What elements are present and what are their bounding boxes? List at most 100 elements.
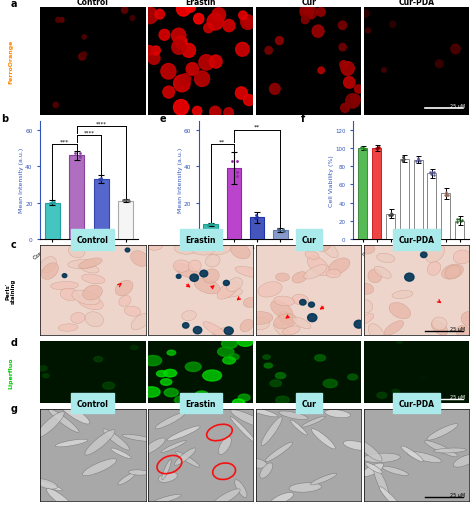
Ellipse shape [261,417,282,446]
Text: Liperfluo: Liperfluo [9,357,13,388]
Bar [273,231,288,240]
Circle shape [348,375,357,380]
Ellipse shape [292,318,311,329]
Text: a: a [11,0,18,9]
Ellipse shape [36,412,64,438]
Ellipse shape [235,267,264,278]
Ellipse shape [425,441,457,457]
Circle shape [355,86,363,94]
Bar [69,156,84,240]
Ellipse shape [401,446,423,462]
Circle shape [176,275,181,279]
Circle shape [221,340,237,349]
Point [374,143,382,151]
Circle shape [82,53,87,58]
Circle shape [194,14,204,25]
Text: 25 μM: 25 μM [450,326,465,331]
Point [415,156,423,164]
Ellipse shape [274,296,294,306]
Circle shape [309,302,314,307]
Bar [227,168,241,240]
Ellipse shape [82,274,105,284]
Circle shape [156,371,167,377]
Ellipse shape [124,306,141,317]
Ellipse shape [219,437,231,455]
Ellipse shape [445,266,461,279]
Point [399,157,406,165]
Ellipse shape [122,435,154,442]
Ellipse shape [392,291,413,299]
Circle shape [182,323,189,328]
Ellipse shape [427,424,458,440]
Ellipse shape [82,459,117,476]
Ellipse shape [55,439,88,447]
Circle shape [159,30,170,41]
Ellipse shape [188,261,201,272]
Ellipse shape [155,413,185,429]
Circle shape [270,84,280,95]
Circle shape [56,18,61,23]
Circle shape [275,38,283,45]
Circle shape [204,24,213,34]
Ellipse shape [368,324,384,342]
Point [275,226,283,234]
Ellipse shape [311,429,335,449]
Circle shape [300,300,306,305]
Ellipse shape [453,454,474,467]
Circle shape [192,107,202,117]
Y-axis label: Mean Intensity (a.u.): Mean Intensity (a.u.) [178,148,182,213]
Ellipse shape [374,467,389,498]
Circle shape [79,54,85,61]
Circle shape [276,397,289,404]
Ellipse shape [279,411,308,420]
Point [399,154,407,162]
Point [207,221,215,229]
Point [357,144,365,152]
Circle shape [377,392,387,399]
Point [444,192,452,200]
Ellipse shape [305,251,319,260]
Ellipse shape [456,326,470,338]
Circle shape [365,29,371,34]
Ellipse shape [118,473,135,485]
Circle shape [145,46,154,56]
Point [415,155,422,163]
Circle shape [338,22,346,31]
Ellipse shape [260,463,273,478]
Point [361,146,368,154]
Point [252,215,260,223]
Circle shape [243,19,252,28]
Circle shape [125,248,130,252]
Point [119,196,127,205]
Ellipse shape [128,470,149,475]
Ellipse shape [244,406,278,417]
Circle shape [354,321,364,328]
Bar [118,202,133,240]
Circle shape [155,10,164,20]
Ellipse shape [247,459,267,468]
Title: Cur-PDA: Cur-PDA [399,399,435,408]
Circle shape [390,22,396,29]
Circle shape [244,95,255,106]
Point [443,191,450,200]
Point [233,158,241,166]
Ellipse shape [428,262,441,276]
Ellipse shape [231,410,267,429]
Ellipse shape [46,489,73,509]
Point [374,145,382,153]
Point [428,171,435,179]
Point [386,212,393,220]
Ellipse shape [290,420,307,435]
Circle shape [167,351,176,355]
Ellipse shape [174,448,196,465]
Point [360,145,368,153]
Circle shape [190,274,199,282]
Circle shape [265,47,273,55]
Ellipse shape [161,441,186,453]
Text: Perls'
staining: Perls' staining [5,278,16,303]
Ellipse shape [389,303,410,319]
Ellipse shape [382,466,409,475]
Text: **: ** [219,139,225,144]
Ellipse shape [328,259,350,275]
Ellipse shape [365,463,382,473]
